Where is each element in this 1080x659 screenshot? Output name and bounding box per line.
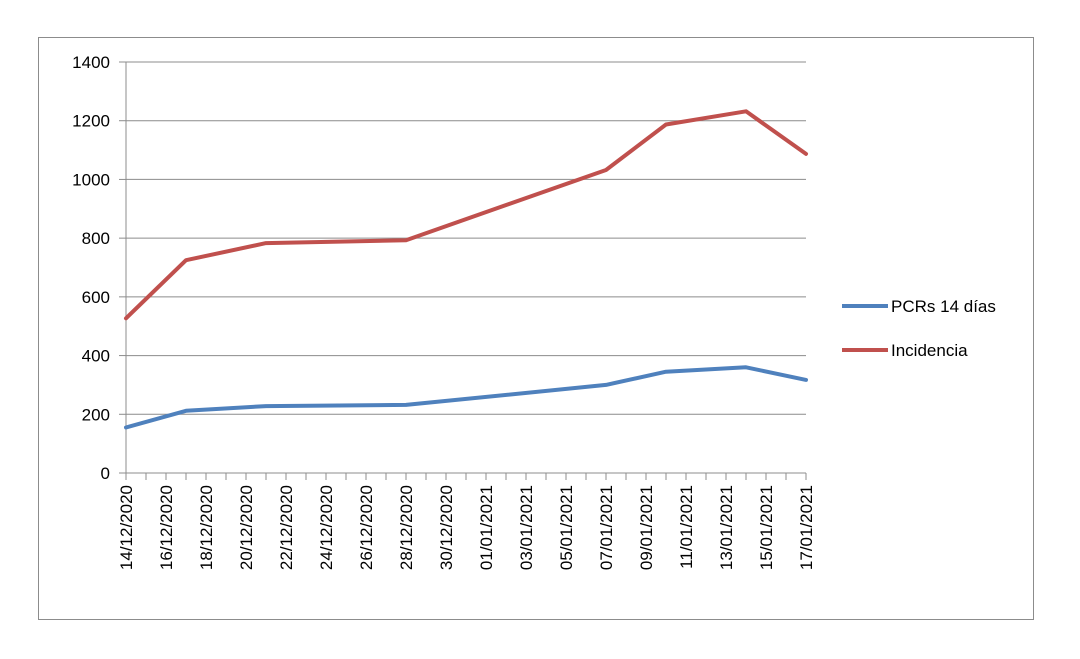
x-tick-label: 24/12/2020 (317, 485, 336, 570)
chart-frame: 0 200 400 600 800 1000 1200 1400 14/12/2020 16/12… (38, 37, 1034, 620)
x-tick-label: 30/12/2020 (437, 485, 456, 570)
x-tick-label: 05/01/2021 (557, 485, 576, 570)
series-line-2 (124, 109, 808, 321)
x-tick-label: 07/01/2021 (597, 485, 616, 570)
y-tick-label: 600 (82, 288, 110, 307)
x-tick-label: 16/12/2020 (157, 485, 176, 570)
x-tick-label: 28/12/2020 (397, 485, 416, 570)
y-tick-label: 1400 (72, 53, 110, 72)
x-tick-label: 14/12/2020 (117, 485, 136, 570)
x-tick-label: 13/01/2021 (717, 485, 736, 570)
x-tick-label: 20/12/2020 (237, 485, 256, 570)
x-tick-label: 11/01/2021 (677, 485, 696, 569)
legend-label-2: Incidencia (891, 341, 968, 360)
y-tick-label: 1200 (72, 112, 110, 131)
y-tick-label: 800 (82, 229, 110, 248)
series-line-1 (124, 365, 808, 430)
x-tick-label: 17/01/2021 (797, 485, 816, 570)
x-tick-label: 03/01/2021 (517, 485, 536, 570)
legend-label-1: PCRs 14 días (891, 297, 996, 316)
y-tick-label: 0 (101, 464, 110, 483)
x-tick-label: 15/01/2021 (757, 485, 776, 570)
x-tick-label: 18/12/2020 (197, 485, 216, 570)
x-tick-label: 26/12/2020 (357, 485, 376, 570)
y-tick-label: 200 (82, 405, 110, 424)
line-chart: 0 200 400 600 800 1000 1200 1400 14/12/2020 16/12… (72, 53, 996, 570)
x-tick-label: 01/01/2021 (477, 485, 496, 570)
y-tick-label: 400 (82, 347, 110, 366)
y-tick-label: 1000 (72, 170, 110, 189)
x-tick-label: 09/01/2021 (637, 485, 656, 570)
x-tick-label: 22/12/2020 (277, 485, 296, 570)
